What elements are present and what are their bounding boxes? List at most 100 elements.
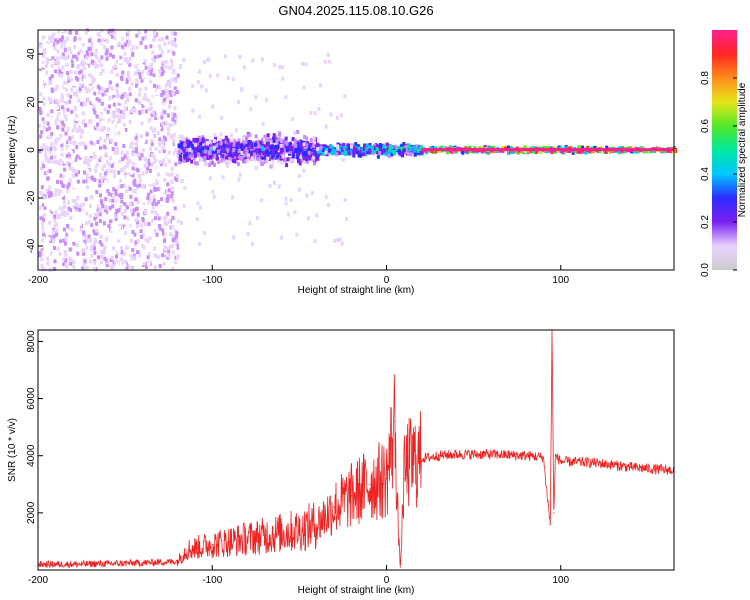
spectrogram-cell	[150, 96, 154, 101]
spectrogram-cell	[109, 237, 113, 242]
spectrogram-cell	[130, 117, 134, 122]
spectrogram-cell	[101, 45, 104, 50]
spectrogram-cell	[84, 265, 88, 270]
spectrogram-cell	[122, 128, 125, 133]
spectrogram-cell	[53, 246, 56, 250]
spectrogram-cell	[166, 75, 170, 80]
spectrogram-cell	[231, 154, 235, 159]
spectrogram-cell	[75, 57, 79, 62]
spectrogram-cell	[54, 69, 58, 74]
spectrogram-cell	[170, 225, 174, 230]
spectrogram-cell	[145, 97, 149, 102]
spectrogram-cell	[198, 114, 201, 119]
spectrogram-cell	[78, 36, 82, 41]
spectrogram-cell	[155, 213, 159, 218]
spectrogram-cell	[617, 150, 621, 155]
spectrogram-cell	[141, 148, 145, 153]
spectrogram-cell	[111, 86, 114, 91]
spectrogram-cell	[100, 200, 104, 205]
spectrogram-cell	[50, 109, 54, 114]
spectrogram-cell	[142, 185, 146, 190]
spectrogram-cell	[84, 197, 88, 202]
snr-point	[316, 523, 318, 525]
spectrogram-cell	[55, 228, 58, 233]
spectrogram-cell	[151, 218, 155, 223]
spectrogram-cell	[203, 147, 207, 152]
spectrogram-cell	[71, 198, 75, 203]
spectrogram-cell	[211, 189, 215, 194]
spectrogram-cell	[63, 55, 66, 60]
spectrogram-cell	[132, 161, 136, 166]
spectrogram-cell	[99, 193, 102, 198]
spectrogram-cell	[317, 107, 321, 111]
spectrogram-cell	[235, 152, 239, 157]
spectrogram-cell	[182, 203, 186, 208]
spectrogram-cell	[174, 115, 178, 120]
spectrogram-cell	[143, 59, 147, 64]
spectrogram-cell	[175, 245, 179, 250]
spectrogram-cell	[93, 61, 97, 66]
spectrogram-cell	[167, 122, 171, 127]
spectrogram-cell	[58, 163, 62, 168]
spectrogram-cell	[104, 69, 108, 74]
spectrogram-cell	[159, 103, 163, 108]
spectrogram-cell	[89, 214, 92, 219]
spectrogram-cell	[47, 254, 51, 259]
spectrogram-cell	[313, 111, 317, 116]
spectrogram-cell	[297, 174, 301, 178]
spectrogram-cell	[157, 255, 161, 260]
spectrogram-cell	[51, 55, 55, 60]
spectrogram-cell	[242, 144, 246, 149]
spectrogram-cell	[283, 158, 287, 163]
spectrogram-cell	[128, 172, 132, 177]
spectrogram-cell	[156, 229, 160, 234]
spectrogram-cell	[249, 156, 252, 161]
spectrogram-cell	[318, 146, 321, 151]
spectrogram-cell	[272, 133, 276, 138]
spectrogram-cell	[508, 149, 512, 154]
spectrogram-cell	[146, 166, 150, 171]
spectrogram-cell	[324, 148, 328, 153]
spectrogram-cell	[155, 167, 159, 171]
spectrogram-cell	[113, 97, 117, 102]
spectrogram-cell	[126, 216, 130, 221]
spectrogram-cell	[65, 153, 69, 158]
spectrogram-cell	[269, 150, 273, 155]
spectrogram-cell	[109, 168, 113, 173]
spectrogram-cell	[71, 63, 75, 68]
snr-point	[398, 540, 400, 543]
spectrogram-cell	[338, 151, 342, 156]
spectrogram-cell	[229, 152, 233, 157]
spectrogram-cell	[170, 64, 174, 69]
spectrogram-cell	[143, 93, 147, 97]
spectrogram-cell	[448, 145, 452, 150]
spectrogram-cell	[173, 41, 177, 46]
spectrogram-cell	[232, 158, 235, 163]
spectrogram-cell	[41, 161, 45, 166]
spectrogram-cell	[249, 142, 253, 147]
spectrogram-cell	[69, 94, 73, 99]
spectrogram-cell	[318, 149, 322, 154]
spectrogram-cell	[126, 234, 129, 239]
spectrogram-cell	[268, 137, 272, 142]
spectrogram-cell	[414, 144, 418, 149]
spectrogram-cell	[182, 149, 186, 154]
spectrogram-y-axis-label: Frequency (Hz)	[7, 116, 18, 185]
spectrogram-cell	[111, 65, 115, 70]
spectrogram-cell	[104, 182, 108, 187]
spectrogram-cell	[115, 254, 118, 259]
spectrogram-cell	[93, 154, 97, 159]
spectrogram-cell	[149, 192, 153, 196]
spectrogram-cell	[107, 115, 111, 120]
spectrogram-cell	[118, 128, 122, 132]
spectrogram-cell	[111, 119, 115, 124]
spectrogram-cell	[87, 88, 91, 93]
spectrogram-cell	[144, 109, 148, 114]
spectrogram-cell	[174, 43, 178, 48]
spectrogram-cell	[162, 166, 166, 171]
spectrogram-cell	[140, 153, 144, 158]
spectrogram-cell	[67, 140, 71, 145]
spectrogram-cell	[375, 144, 379, 149]
spectrogram-cell	[73, 126, 77, 131]
spectrogram-cell	[64, 257, 67, 262]
